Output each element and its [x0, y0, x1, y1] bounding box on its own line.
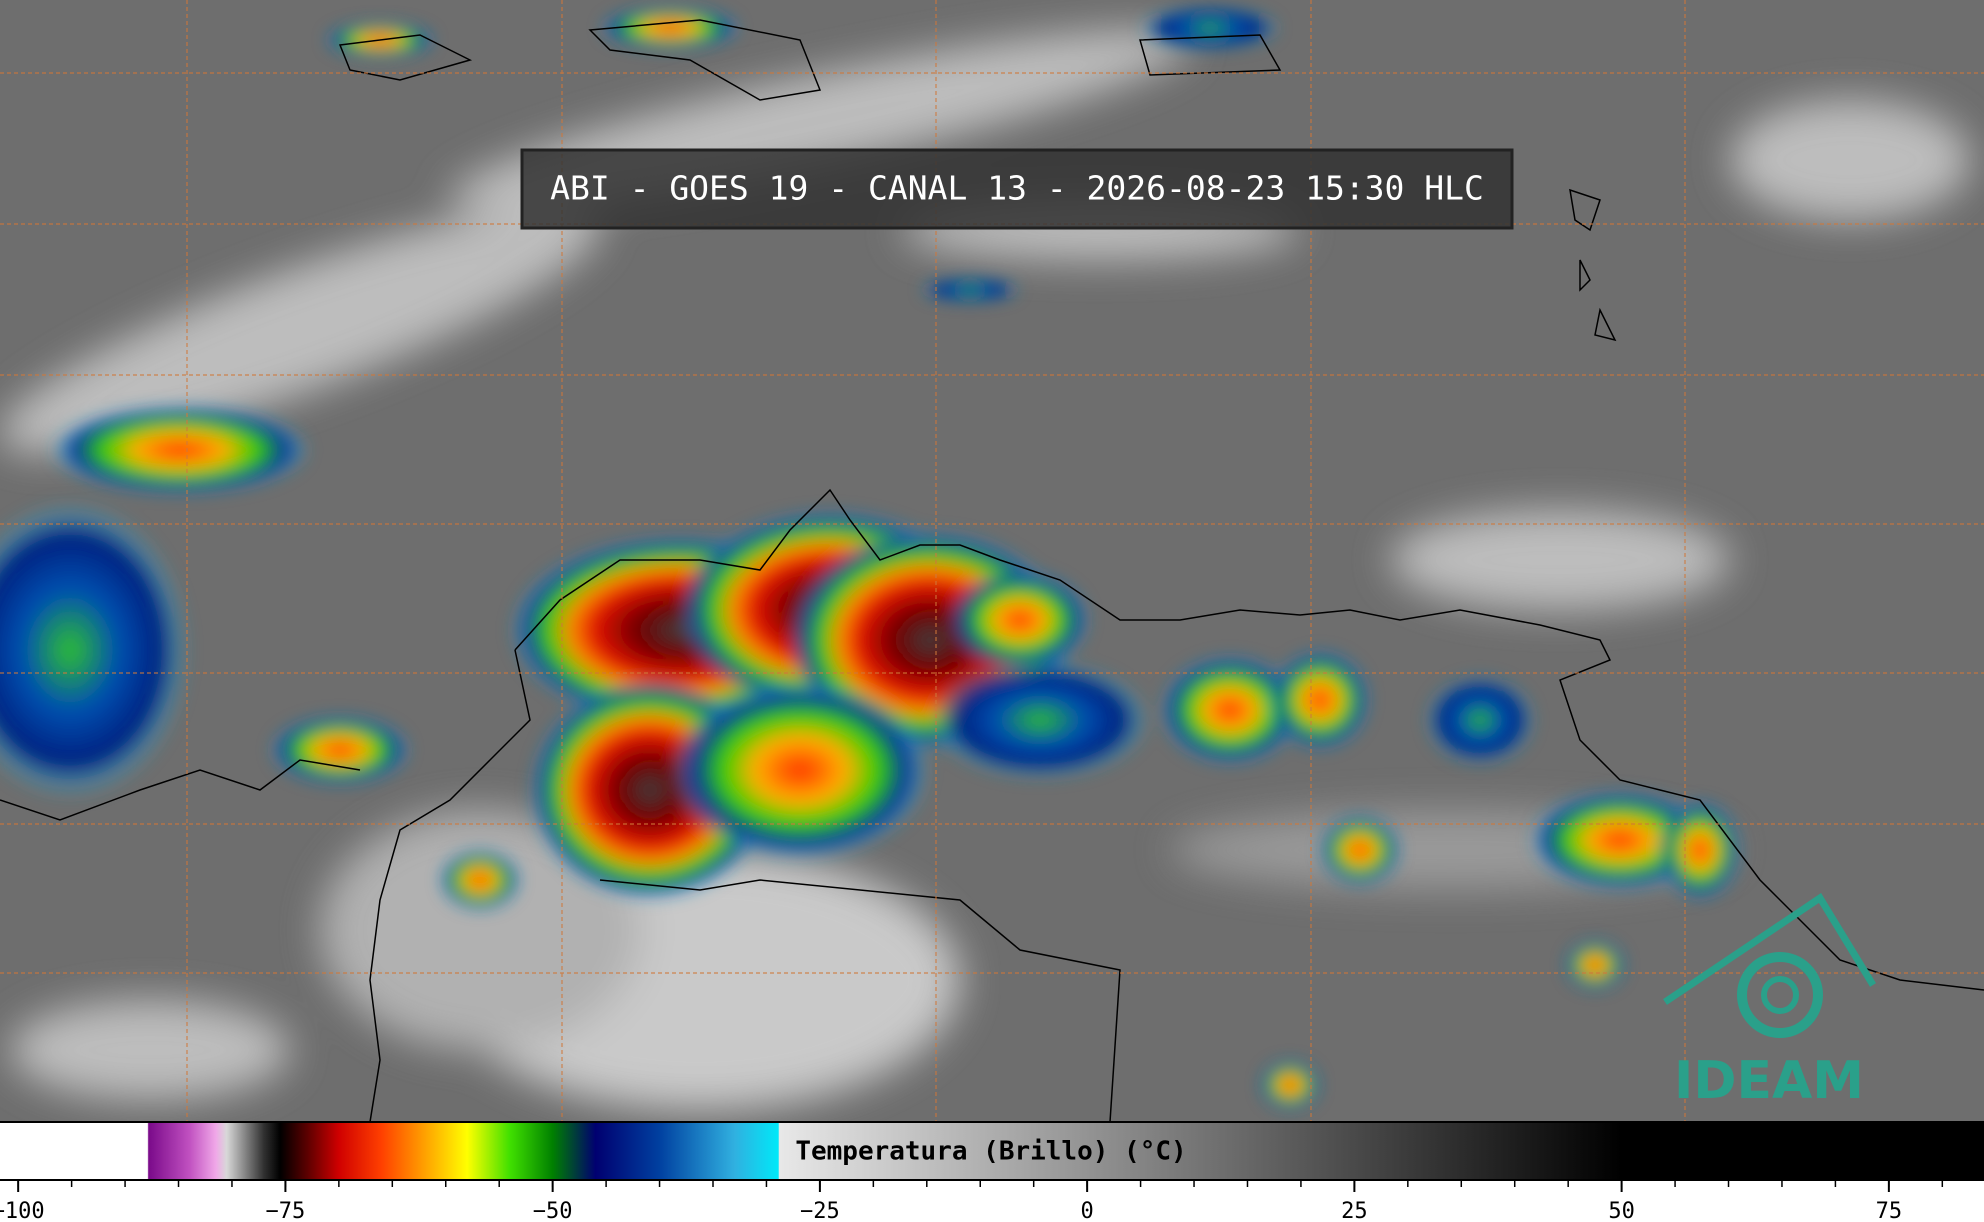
tick-label: 75 [1876, 1199, 1903, 1222]
title: ABI - GOES 19 - CANAL 13 - 2026-08-23 15… [550, 169, 1484, 208]
clouds [0, 29, 1970, 1110]
tick-label: 25 [1341, 1199, 1368, 1222]
logo-text: IDEAM [1674, 1051, 1864, 1111]
coastlines [0, 19, 1984, 1123]
title-box [520, 148, 1514, 230]
tick-label: −50 [533, 1199, 573, 1222]
graticule [0, 0, 1984, 1122]
colorbar: Temperatura (Brillo) (°C) −100 −75 −50 −25 0 2… [0, 1121, 1984, 1222]
map: ABI - GOES 19 - CANAL 13 - 2026-08-23 15… [0, 0, 1984, 1123]
convection [0, 6, 1740, 1110]
tick-label: −100 [0, 1199, 45, 1222]
colorbar-gradient [0, 1123, 1984, 1179]
colorbar-label: Temperatura (Brillo) (°C) [795, 1137, 1186, 1167]
tick-label: −75 [266, 1199, 306, 1222]
tick-label: 50 [1608, 1199, 1635, 1222]
tick-label: −25 [800, 1199, 840, 1222]
tick-label: 0 [1081, 1199, 1094, 1222]
logo-mark [1663, 893, 1876, 1038]
